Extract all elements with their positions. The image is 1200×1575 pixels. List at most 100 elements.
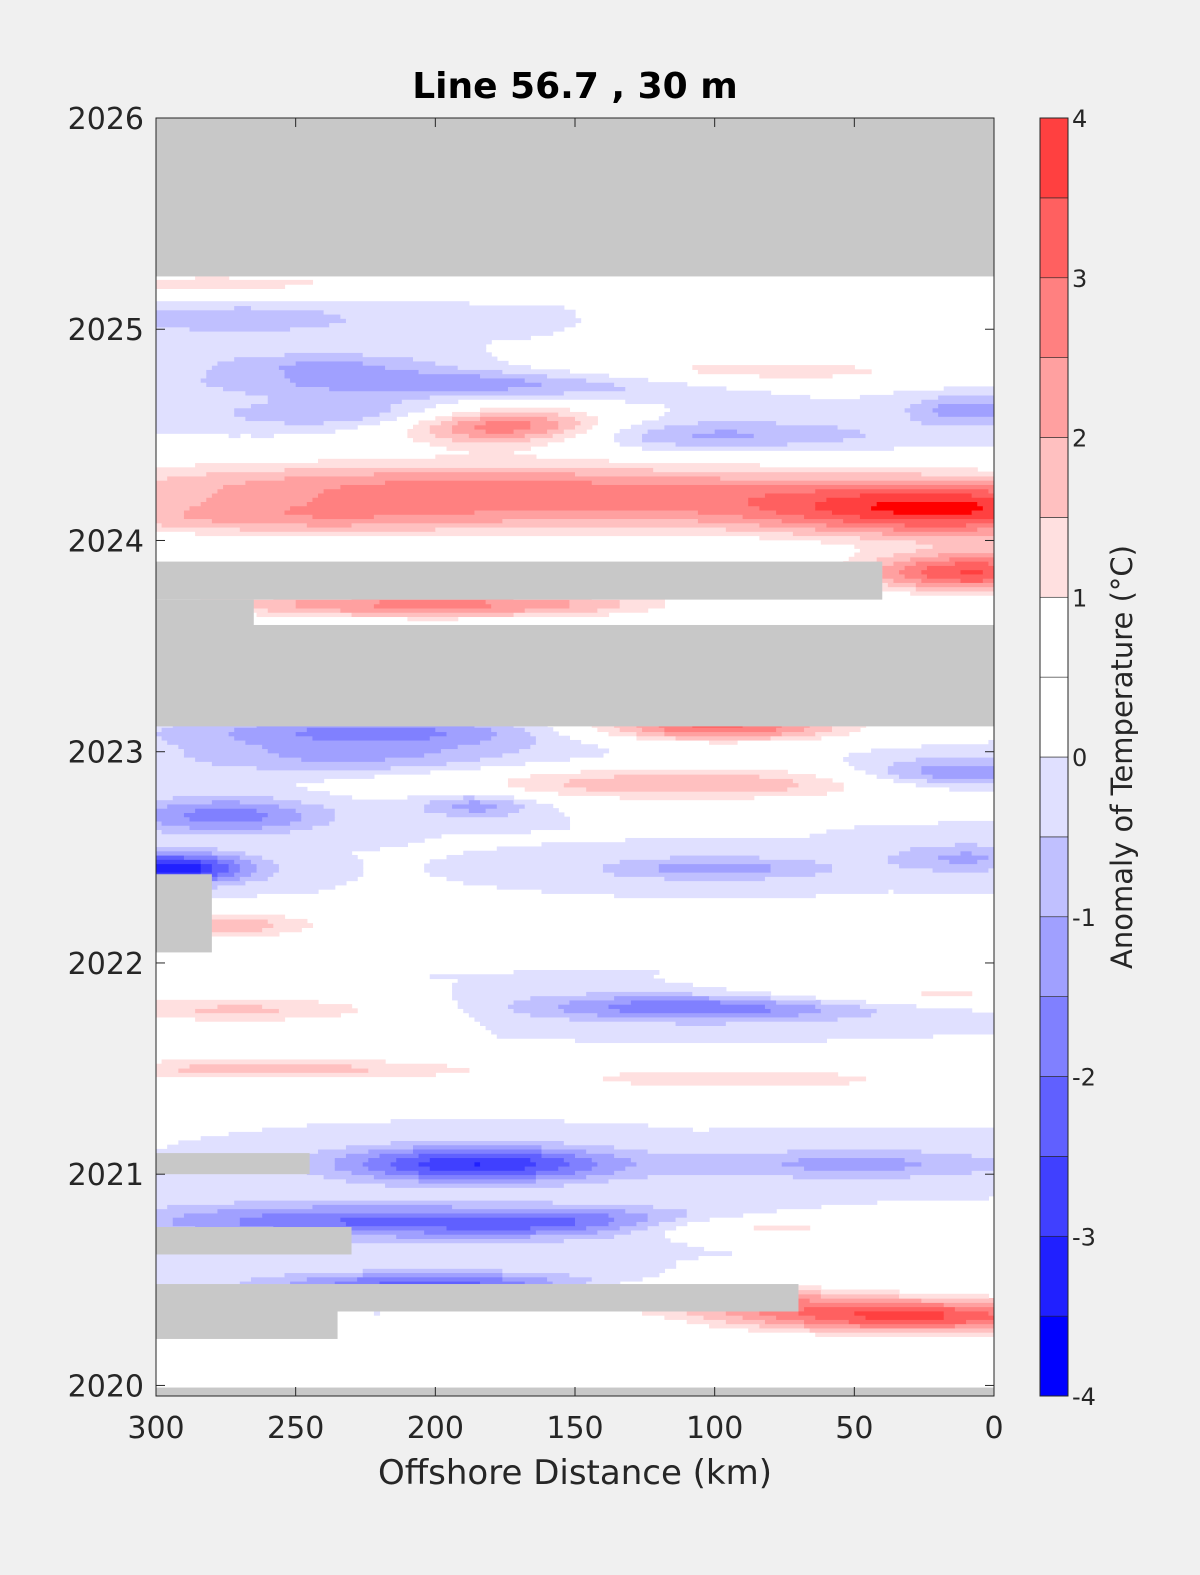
anomaly-cell bbox=[418, 1170, 537, 1176]
anomaly-cell bbox=[926, 565, 994, 571]
anomaly-cell bbox=[468, 433, 526, 439]
anomaly-cell bbox=[899, 569, 922, 575]
y-tick-label: 2024 bbox=[68, 524, 144, 559]
anomaly-cell bbox=[396, 1165, 431, 1171]
anomaly-cell bbox=[619, 428, 649, 434]
anomaly-cell bbox=[156, 509, 185, 515]
anomaly-cell bbox=[189, 326, 291, 332]
anomaly-cell bbox=[429, 1165, 526, 1171]
anomaly-cell bbox=[200, 863, 213, 869]
anomaly-cell bbox=[943, 1302, 994, 1308]
colorbar-tick-label: 4 bbox=[1072, 105, 1087, 133]
anomaly-cell bbox=[435, 360, 509, 366]
anomaly-cell bbox=[642, 1310, 688, 1316]
anomaly-cell bbox=[809, 1327, 994, 1333]
anomaly-cell bbox=[882, 565, 906, 571]
anomaly-cell bbox=[468, 1012, 531, 1018]
anomaly-cell bbox=[256, 867, 280, 873]
anomaly-cell bbox=[524, 1280, 554, 1286]
anomaly-cell bbox=[234, 411, 381, 417]
anomaly-cell bbox=[642, 437, 844, 443]
anomaly-cell bbox=[575, 1170, 615, 1176]
anomaly-cell bbox=[820, 539, 917, 545]
anomaly-cell bbox=[239, 799, 302, 805]
anomaly-cell bbox=[156, 863, 202, 869]
colorbar-segments bbox=[1039, 117, 1069, 1397]
anomaly-cell bbox=[602, 1076, 867, 1082]
anomaly-cell bbox=[619, 795, 755, 801]
anomaly-cell bbox=[183, 509, 286, 515]
anomaly-cell bbox=[156, 386, 224, 392]
anomaly-cell bbox=[614, 1170, 973, 1176]
anomaly-cell bbox=[848, 556, 878, 562]
anomaly-cell bbox=[161, 727, 235, 733]
anomaly-cell bbox=[764, 1319, 805, 1325]
anomaly-cell bbox=[619, 603, 665, 609]
anomaly-cell bbox=[290, 820, 330, 826]
anomaly-cell bbox=[971, 509, 994, 515]
anomaly-cell bbox=[843, 437, 994, 443]
anomaly-cell bbox=[709, 1323, 760, 1329]
anomaly-cell bbox=[558, 424, 576, 430]
anomaly-cell bbox=[815, 859, 889, 865]
anomaly-cell bbox=[703, 1315, 744, 1320]
anomaly-cell bbox=[351, 612, 515, 618]
anomaly-cell bbox=[569, 599, 621, 605]
anomaly-cell bbox=[586, 991, 693, 997]
anomaly-cell bbox=[647, 1212, 688, 1218]
anomaly-cell bbox=[580, 769, 788, 775]
anomaly-cell bbox=[156, 356, 235, 362]
anomaly-cell bbox=[373, 514, 744, 520]
anomaly-cell bbox=[217, 884, 336, 890]
anomaly-cell bbox=[239, 867, 258, 873]
anomaly-cell bbox=[278, 752, 425, 758]
anomaly-cell bbox=[804, 727, 833, 733]
anomaly-cell bbox=[535, 1170, 576, 1176]
anomaly-cell bbox=[513, 612, 610, 618]
anomaly-cell bbox=[446, 1225, 531, 1231]
anomaly-cell bbox=[547, 373, 610, 379]
anomaly-cell bbox=[563, 1140, 994, 1146]
anomaly-cell bbox=[781, 518, 844, 524]
anomaly-cell bbox=[882, 573, 906, 579]
anomaly-cell bbox=[815, 1332, 994, 1337]
anomaly-cell bbox=[608, 1212, 649, 1218]
anomaly-cell bbox=[625, 1208, 688, 1214]
anomaly-cell bbox=[915, 548, 994, 554]
colorbar-segment bbox=[1039, 836, 1069, 918]
anomaly-cell bbox=[759, 1310, 800, 1316]
x-tick-label: 100 bbox=[686, 1411, 743, 1446]
anomaly-cell bbox=[675, 735, 772, 741]
anomaly-cell bbox=[787, 441, 994, 447]
anomaly-cell bbox=[843, 518, 994, 524]
anomaly-cell bbox=[468, 450, 515, 456]
anomaly-cell bbox=[306, 501, 749, 507]
anomaly-cell bbox=[675, 1217, 710, 1222]
anomaly-cell bbox=[859, 1323, 956, 1329]
anomaly-cell bbox=[385, 480, 593, 485]
colorbar-segment bbox=[1039, 1076, 1069, 1157]
anomaly-cell bbox=[541, 842, 956, 848]
anomaly-cell bbox=[301, 757, 386, 762]
anomaly-cell bbox=[608, 731, 638, 737]
anomaly-cell bbox=[642, 727, 665, 733]
anomaly-cell bbox=[440, 748, 520, 754]
anomaly-cell bbox=[424, 867, 604, 873]
anomaly-cell bbox=[971, 1170, 994, 1176]
anomaly-cell bbox=[921, 471, 994, 477]
anomaly-cell bbox=[535, 739, 582, 745]
chart-title: Line 56.7 , 30 m bbox=[412, 66, 738, 107]
anomaly-cell bbox=[178, 1140, 392, 1146]
anomaly-cell bbox=[239, 1280, 291, 1286]
anomaly-cell bbox=[156, 795, 174, 801]
anomaly-cell bbox=[256, 765, 392, 771]
anomaly-cell bbox=[290, 326, 565, 332]
anomaly-cell bbox=[418, 1153, 543, 1159]
anomaly-cell bbox=[798, 1157, 906, 1163]
anomaly-cell bbox=[267, 918, 308, 924]
anomaly-cell bbox=[156, 501, 202, 507]
anomaly-cell bbox=[295, 360, 364, 366]
anomaly-cell bbox=[206, 369, 286, 375]
anomaly-cell bbox=[669, 854, 760, 860]
anomaly-cell bbox=[614, 774, 760, 779]
